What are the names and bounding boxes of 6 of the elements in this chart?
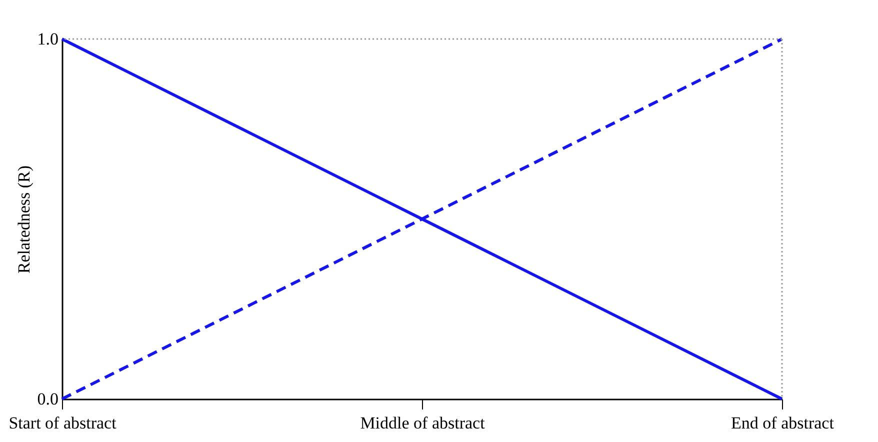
y-axis-title: Relatedness (R): [14, 165, 34, 274]
y-tick-label: 1.0: [37, 30, 58, 48]
x-tick-label: Middle of abstract: [360, 414, 486, 432]
x-tick-label: End of abstract: [731, 414, 834, 432]
y-tick-label: 0.0: [37, 390, 58, 408]
x-tick-label: Start of abstract: [8, 414, 117, 432]
